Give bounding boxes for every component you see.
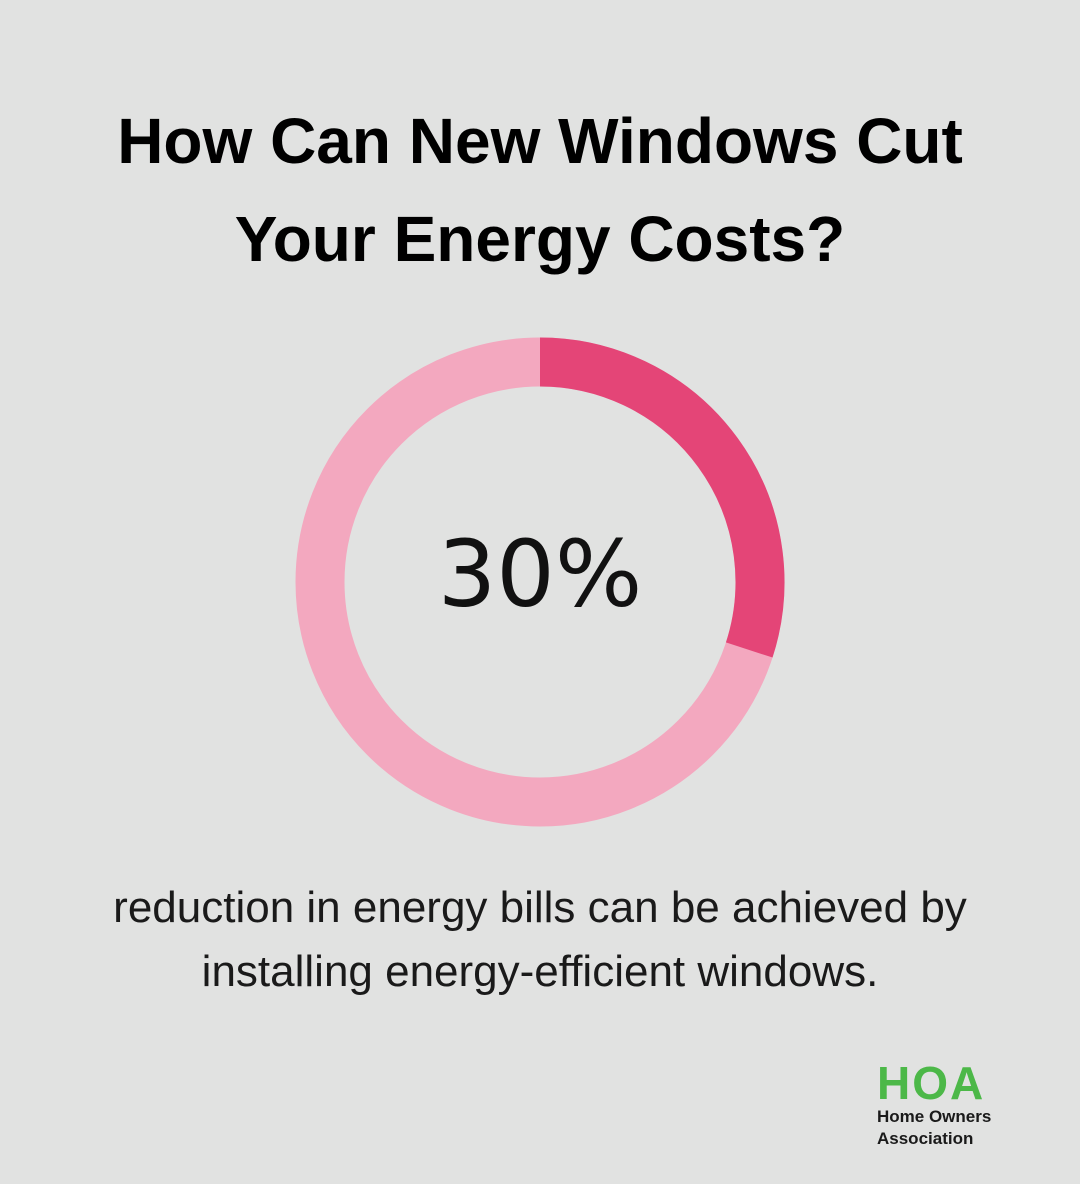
title: How Can New Windows Cut Your Energy Cost… (117, 105, 963, 275)
logo-mark: HOA (877, 1057, 986, 1109)
donut-segment (539, 337, 785, 658)
caption: reduction in energy bills can be achieve… (113, 883, 967, 996)
logo: HOA Home Owners Association (877, 1060, 991, 1150)
value-label: 30% (438, 520, 642, 627)
logo-text: Home Owners (877, 1107, 992, 1126)
logo-text: Association (877, 1129, 974, 1148)
